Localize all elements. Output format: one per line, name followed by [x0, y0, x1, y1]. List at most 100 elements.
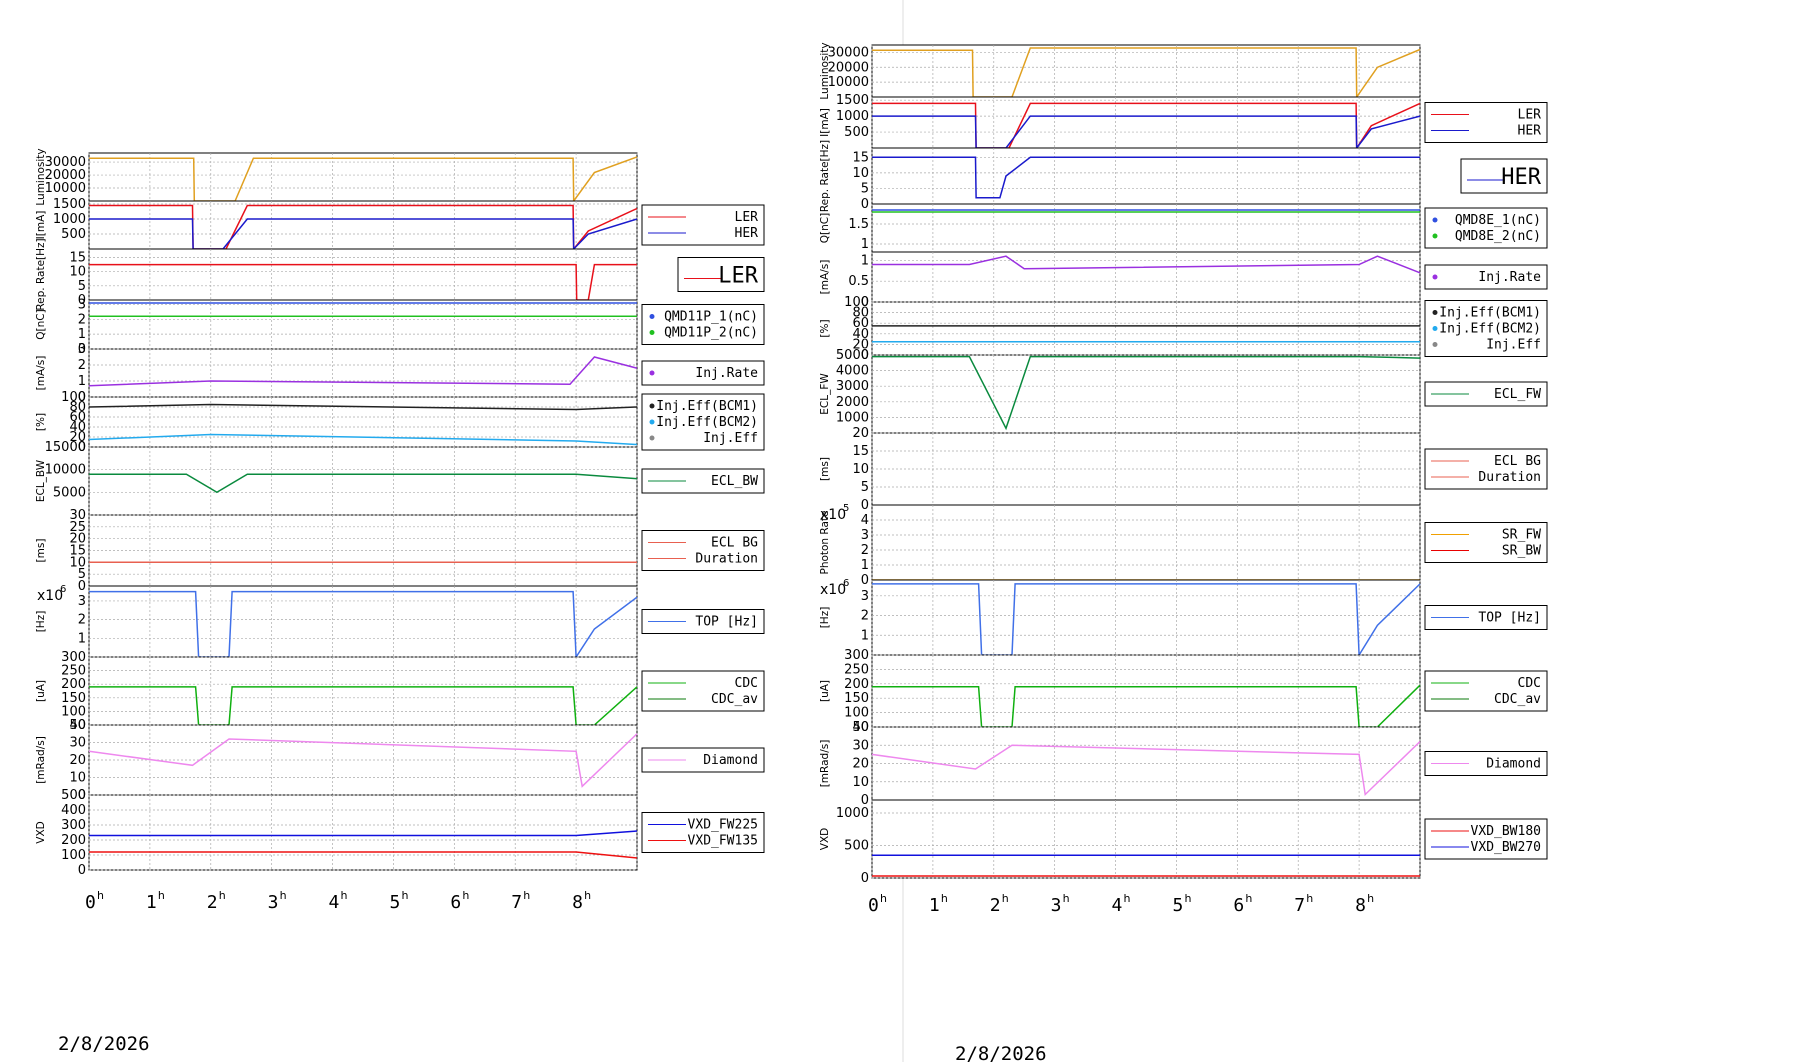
left-date-label: 2/8/2026 [58, 1033, 150, 1055]
legend-label: CDC [1518, 676, 1541, 691]
y-tick-label: 500 [61, 227, 86, 242]
y-tick-label: 1 [861, 628, 869, 643]
y-tick-label: 0 [78, 863, 86, 878]
y-tick-label: 10 [69, 771, 86, 786]
legend-label: HER [735, 226, 759, 241]
legend-label: Inj.Eff(BCM1) [1439, 306, 1541, 321]
legend-rep: LER [677, 257, 765, 292]
legend-marker [649, 330, 655, 335]
y-tick-label: 5 [78, 567, 86, 582]
panel-frame-inj [88, 348, 638, 398]
legend-label: Duration [695, 552, 758, 567]
legend-label: SR_BW [1502, 544, 1541, 559]
y-tick-label: 15000 [45, 440, 86, 455]
x-tick-label: 0 [85, 892, 96, 913]
panel-frame-top [88, 585, 638, 658]
panel-frame-cdc [88, 656, 638, 726]
y-tick-label: 500 [844, 125, 869, 140]
x-tick-label: 5 [1172, 895, 1183, 916]
y-tick-label: 150 [61, 691, 86, 706]
legend-label: VXD_FW135 [688, 834, 758, 849]
panel-frame-vxd [88, 794, 638, 871]
legend-eclfw: ECL_FW [1424, 381, 1548, 407]
x-tick-unit: h [1245, 892, 1252, 905]
y-axis-label-cdc: [uA] [819, 680, 831, 702]
y-exponent-label: x10 [820, 582, 846, 598]
y-axis-label-eclfw: ECL_FW [819, 373, 831, 415]
x-tick-label: 0 [868, 895, 879, 916]
x-tick-unit: h [941, 892, 948, 905]
x-tick-unit: h [1063, 892, 1070, 905]
legend-label: Inj.Eff(BCM2) [1439, 322, 1541, 337]
y-tick-label: 2000 [836, 395, 869, 410]
legend-marker [1432, 274, 1438, 280]
series-line-diamond [871, 741, 1421, 797]
y-axis-label-dia: [mRad/s] [35, 736, 47, 784]
legend-box [1424, 102, 1548, 143]
y-tick-label: 3 [78, 342, 86, 357]
y-tick-label: 20 [852, 426, 869, 441]
x-tick-label: 7 [511, 892, 522, 913]
y-tick-label: 0 [78, 390, 86, 405]
y-tick-label: 80 [69, 400, 86, 415]
legend-label: ECL BG [711, 536, 758, 551]
series-line-inj-rate [872, 255, 1421, 274]
legend-inj: Inj.Rate [641, 360, 765, 386]
x-tick-label: 7 [1294, 895, 1305, 916]
series-line-top-hz- [89, 590, 638, 660]
legend-box [1424, 264, 1548, 290]
y-tick-label: 1500 [53, 197, 86, 212]
y-tick-label: 300 [844, 648, 869, 663]
y-tick-label: 40 [852, 327, 869, 342]
y-tick-label: 30000 [45, 155, 86, 170]
y-tick-label: 3 [78, 594, 86, 609]
panel-inj: 0 0.5 1 [mA/s] Inj.Rate [819, 251, 1548, 310]
y-tick-label: 0 [78, 788, 86, 803]
legend-label: VXD_BW180 [1471, 824, 1541, 839]
y-tick-label: 0.5 [848, 274, 869, 289]
y-tick-label: 2 [78, 312, 86, 327]
legend-box [1424, 207, 1548, 249]
y-tick-label: 100 [61, 704, 86, 719]
y-tick-label: 0 [78, 342, 86, 357]
y-tick-label: 60 [852, 316, 869, 331]
y-axis-label-eff: [%] [819, 319, 831, 337]
legend-marker [1432, 233, 1438, 239]
x-tick-unit: h [880, 892, 887, 905]
y-tick-label: 30 [69, 736, 86, 751]
legend-box [641, 530, 765, 571]
left-chart-column: 100002000030000Luminosity50010001500I[mA… [35, 148, 765, 913]
y-axis-label-dia: [mRad/s] [819, 740, 831, 788]
y-tick-label: 4 [861, 513, 869, 528]
y-tick-label: 300 [61, 818, 86, 833]
x-tick-label: 3 [268, 892, 279, 913]
panel-eclbw: 5000 10000 15000 ECL_BW ECL_BW [35, 440, 765, 516]
panel-frame-vxd [871, 799, 1421, 879]
legend-box [641, 204, 765, 246]
legend-box [1460, 158, 1548, 194]
series-line-inj-eff-bcm1- [88, 403, 638, 411]
y-tick-label: 1 [861, 253, 869, 268]
x-tick-unit: h [341, 889, 348, 902]
series-line-inj-eff-bcm2- [88, 433, 638, 446]
panel-frame-lum [88, 152, 638, 202]
y-axis-label-lum: Luminosity [819, 42, 831, 99]
y-tick-label: 10000 [45, 463, 86, 478]
legend-label: CDC [735, 676, 758, 691]
series-line-her [872, 156, 1420, 199]
x-tick-unit: h [1002, 892, 1009, 905]
y-tick-label: 1500 [836, 93, 869, 108]
x-tick-label: 5 [389, 892, 400, 913]
legend-box [677, 257, 765, 292]
